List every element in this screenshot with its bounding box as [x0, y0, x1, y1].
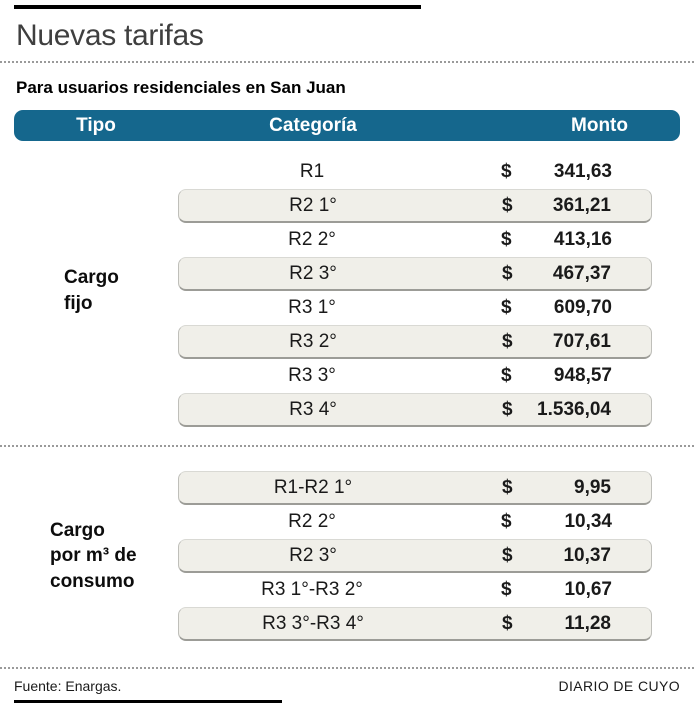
table-row: R3 4° $ 1.536,04: [178, 393, 652, 427]
type-label-cargo-fijo: Cargo fijo: [14, 155, 178, 427]
amount-cell: 341,63: [553, 161, 612, 182]
title-divider: [0, 61, 694, 63]
table-row: R3 2° $ 707,61: [178, 325, 652, 359]
table-row: R2 3° $ 467,37: [178, 257, 652, 291]
currency-symbol: $: [501, 297, 512, 318]
top-rule: [14, 5, 421, 9]
section-cargo-consumo: Cargo por m³ de consumo R1-R2 1° $ 9,95 …: [14, 471, 680, 641]
amount-cell: 609,70: [553, 297, 612, 318]
category-cell: R2 2°: [288, 511, 336, 532]
table-row: R3 3° $ 948,57: [178, 359, 652, 393]
amount-cell: 10,37: [563, 544, 611, 566]
column-header-tipo: Tipo: [76, 114, 116, 136]
category-cell: R3 4°: [289, 398, 337, 420]
amount-cell: 1.536,04: [537, 398, 611, 420]
publisher-credit: DIARIO DE CUYO: [558, 678, 680, 694]
footer-divider: [0, 667, 694, 669]
source-credit: Fuente: Enargas.: [14, 678, 122, 694]
category-cell: R1-R2 1°: [273, 476, 353, 498]
currency-symbol: $: [502, 194, 513, 216]
table-row: R2 2° $ 413,16: [178, 223, 652, 257]
currency-symbol: $: [502, 544, 513, 566]
table-header-bar: Tipo Categoría Monto: [14, 110, 680, 141]
amount-cell: 11,28: [564, 612, 612, 634]
amount-cell: 707,61: [552, 330, 611, 352]
amount-cell: 10,34: [564, 511, 612, 532]
type-label-line: fijo: [64, 293, 93, 314]
page-title: Nuevas tarifas: [16, 19, 204, 52]
table-row: R1-R2 1° $ 9,95: [178, 471, 652, 505]
section-cargo-fijo: Cargo fijo R1 $ 341,63 R2 1° $ 361,21 R2…: [14, 155, 680, 427]
currency-symbol: $: [502, 330, 513, 352]
bottom-rule: [14, 700, 282, 703]
infographic-page: Nuevas tarifas Para usuarios residencial…: [0, 5, 694, 714]
currency-symbol: $: [502, 476, 513, 498]
rows-cargo-consumo: R1-R2 1° $ 9,95 R2 2° $ 10,34 R2 3° $ 10…: [178, 471, 652, 641]
currency-symbol: $: [501, 511, 512, 532]
type-label-line: Cargo: [50, 519, 105, 541]
currency-symbol: $: [501, 229, 512, 250]
type-label-cargo-consumo: Cargo por m³ de consumo: [14, 471, 178, 641]
category-cell: R3 3°-R3 4°: [262, 612, 364, 634]
amount-cell: 948,57: [553, 365, 612, 386]
rows-cargo-fijo: R1 $ 341,63 R2 1° $ 361,21 R2 2° $ 413,1…: [178, 155, 652, 427]
category-cell: R2 2°: [288, 229, 336, 250]
column-header-categoria: Categoría: [269, 114, 357, 136]
footer: Fuente: Enargas. DIARIO DE CUYO: [14, 678, 680, 694]
currency-symbol: $: [501, 579, 512, 600]
type-label-line: consumo: [50, 570, 135, 592]
currency-symbol: $: [502, 398, 513, 420]
table-row: R2 1° $ 361,21: [178, 189, 652, 223]
table-row: R1 $ 341,63: [178, 155, 652, 189]
table-row: R3 3°-R3 4° $ 11,28: [178, 607, 652, 641]
currency-symbol: $: [501, 365, 512, 386]
table-row: R2 2° $ 10,34: [178, 505, 652, 539]
category-cell: R1: [299, 161, 325, 182]
amount-cell: 10,67: [564, 579, 612, 600]
column-header-monto: Monto: [571, 114, 628, 136]
category-cell: R2 1°: [289, 194, 337, 216]
currency-symbol: $: [501, 161, 512, 182]
amount-cell: 9,95: [574, 476, 611, 498]
amount-cell: 361,21: [552, 194, 611, 216]
table-row: R2 3° $ 10,37: [178, 539, 652, 573]
type-label-line: Cargo: [64, 267, 119, 289]
amount-cell: 467,37: [552, 262, 611, 284]
category-cell: R3 2°: [289, 330, 337, 352]
category-cell: R2 3°: [289, 544, 337, 566]
currency-symbol: $: [502, 262, 513, 284]
category-cell: R2 3°: [289, 262, 337, 284]
amount-cell: 413,16: [553, 229, 612, 250]
section-divider: [0, 445, 694, 447]
table-row: R3 1° $ 609,70: [178, 291, 652, 325]
category-cell: R3 1°: [288, 297, 336, 318]
subtitle: Para usuarios residenciales en San Juan: [16, 78, 346, 97]
category-cell: R3 1°-R3 2°: [261, 579, 363, 600]
table-row: R3 1°-R3 2° $ 10,67: [178, 573, 652, 607]
currency-symbol: $: [502, 612, 513, 634]
category-cell: R3 3°: [288, 365, 336, 386]
type-label-line: por m³ de: [50, 545, 137, 567]
